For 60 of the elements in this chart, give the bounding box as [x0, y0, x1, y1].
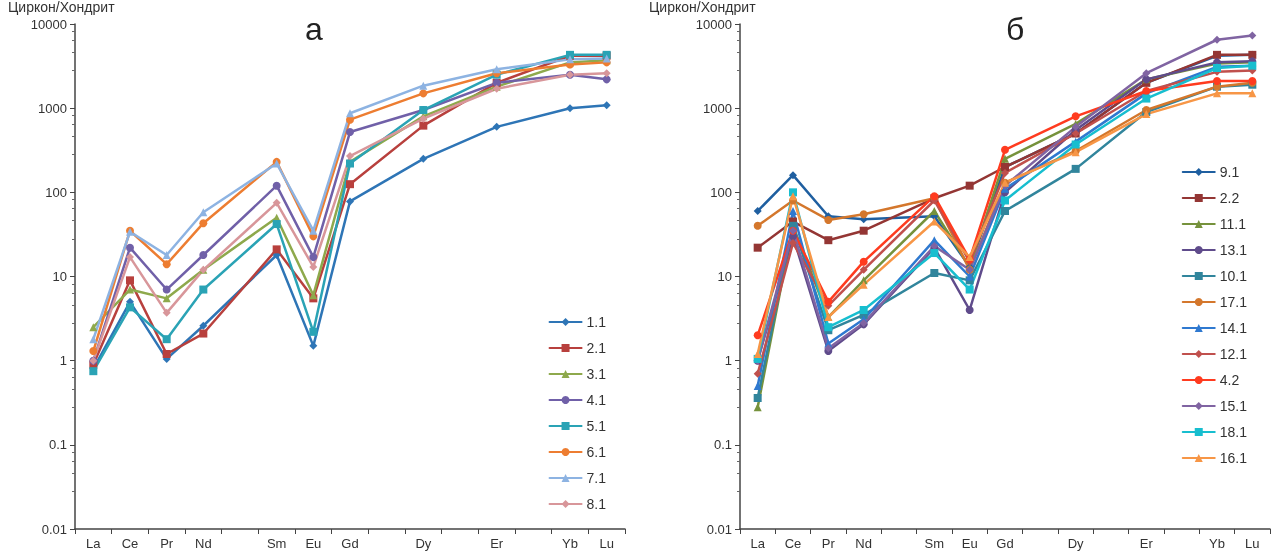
legend-label: 7.1 — [586, 470, 607, 486]
y-tick-label: 10000 — [30, 16, 67, 32]
legend-label: 1.1 — [586, 314, 607, 330]
y-tick-label: 1 — [724, 353, 732, 369]
legend-label: 4.1 — [586, 392, 607, 408]
x-tick-label: La — [750, 536, 766, 551]
y-tick-label: 100 — [45, 184, 67, 200]
y-tick-label: 10 — [52, 269, 67, 284]
x-tick-label: Dy — [415, 536, 432, 551]
legend-label: 14.1 — [1219, 320, 1248, 336]
x-tick-label: Ce — [121, 536, 139, 551]
x-tick-label: Nd — [855, 536, 872, 551]
y-axis-title: Циркон/Хондрит — [8, 0, 116, 15]
y-tick-label: 10 — [717, 269, 732, 284]
legend-label: 10.1 — [1219, 268, 1248, 284]
legend-label: 8.1 — [586, 496, 607, 512]
x-tick-label: Yb — [562, 536, 578, 551]
y-tick-label: 0.1 — [713, 437, 732, 453]
x-tick-label: Eu — [305, 536, 322, 551]
y-tick-label: 1000 — [38, 100, 67, 116]
y-tick-label: 0.01 — [41, 521, 67, 537]
y-tick-label: 1 — [59, 353, 67, 369]
x-tick-label: Gd — [996, 536, 1014, 551]
legend-label: 6.1 — [586, 444, 607, 460]
x-tick-label: Sm — [266, 536, 287, 551]
legend-label: 2.2 — [1219, 190, 1240, 206]
x-tick-label: Ce — [784, 536, 802, 551]
y-tick-label: 0.1 — [48, 437, 67, 453]
legend-label: 3.1 — [586, 366, 607, 382]
x-tick-label: Lu — [599, 536, 614, 551]
legend-label: 13.1 — [1219, 242, 1248, 258]
legend-label: 5.1 — [586, 418, 607, 434]
x-tick-label: Lu — [1245, 536, 1260, 551]
y-tick-label: 0.01 — [706, 521, 732, 537]
legend-label: 2.1 — [586, 340, 607, 356]
x-tick-label: Gd — [341, 536, 359, 551]
x-tick-label: Pr — [160, 536, 174, 551]
legend-label: 12.1 — [1219, 346, 1248, 362]
legend-label: 4.2 — [1219, 372, 1240, 388]
chart-title: а — [305, 11, 323, 47]
y-tick-label: 100 — [710, 184, 732, 200]
legend-label: 17.1 — [1219, 294, 1248, 310]
chart-title: б — [1006, 11, 1025, 47]
legend-label: 16.1 — [1219, 450, 1248, 466]
x-tick-label: Dy — [1067, 536, 1085, 551]
y-axis-title: Циркон/Хондрит — [649, 0, 757, 15]
x-tick-label: Eu — [961, 536, 978, 551]
y-tick-label: 10000 — [695, 16, 732, 32]
x-tick-label: Pr — [821, 536, 836, 551]
x-tick-label: Er — [490, 536, 504, 551]
legend-label: 18.1 — [1219, 424, 1248, 440]
x-tick-label: Nd — [195, 536, 212, 551]
x-tick-label: Sm — [924, 536, 945, 551]
legend-label: 11.1 — [1219, 216, 1247, 232]
legend-label: 9.1 — [1219, 164, 1240, 180]
y-tick-label: 1000 — [703, 100, 732, 116]
x-tick-label: La — [86, 536, 102, 551]
legend-label: 15.1 — [1219, 398, 1248, 414]
x-tick-label: Er — [1139, 536, 1154, 551]
x-tick-label: Yb — [1209, 536, 1225, 551]
